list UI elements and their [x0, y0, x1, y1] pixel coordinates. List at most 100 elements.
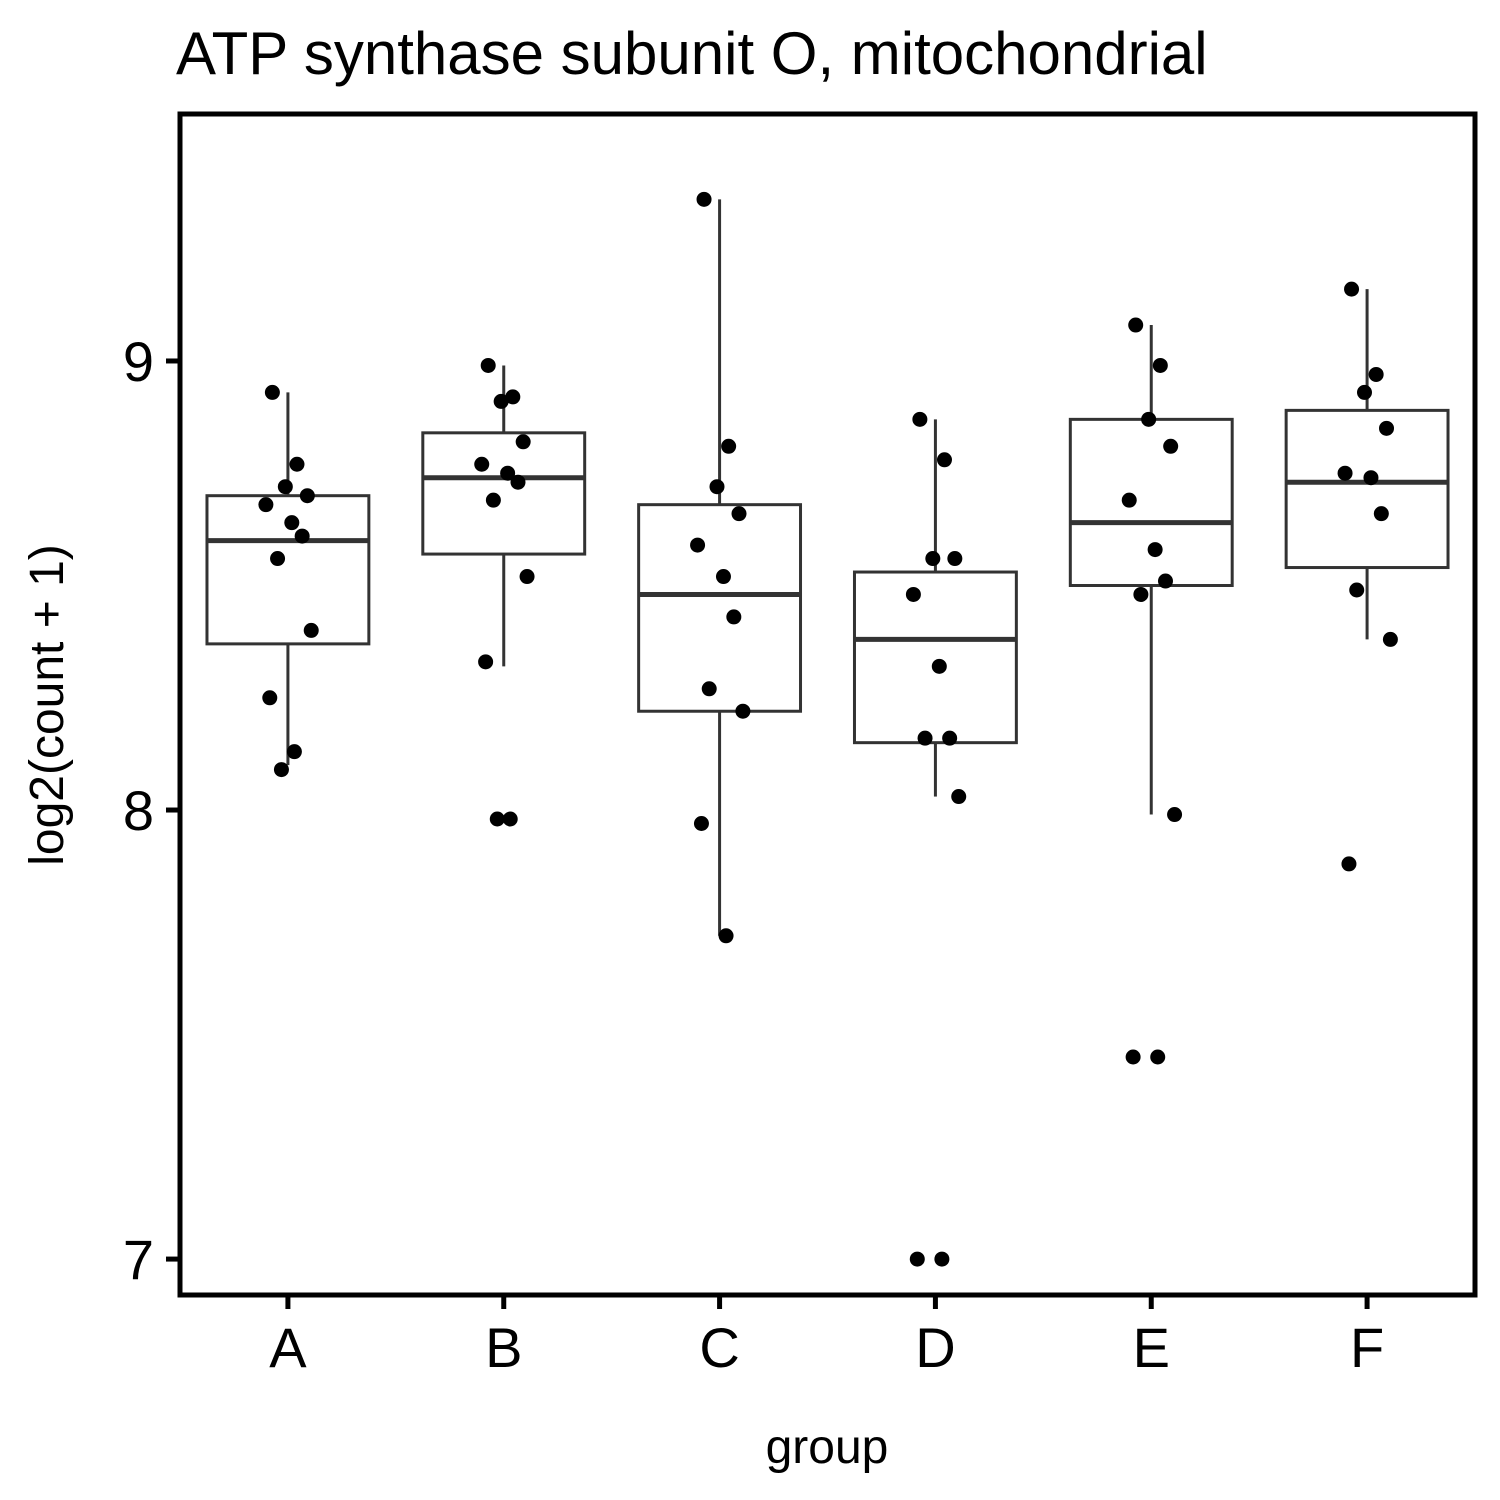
- data-point: [1141, 411, 1157, 427]
- data-point: [1125, 1049, 1141, 1065]
- data-point: [294, 528, 310, 544]
- data-point: [303, 622, 319, 638]
- data-point: [1368, 366, 1384, 382]
- box-group-D: [852, 419, 1018, 797]
- y-tick-label: 9: [123, 330, 154, 393]
- data-point: [480, 357, 496, 373]
- data-point: [947, 551, 963, 567]
- data-point: [299, 488, 315, 504]
- points-group-F: [1337, 281, 1398, 872]
- x-tick-label: C: [699, 1316, 739, 1379]
- data-point: [270, 551, 286, 567]
- data-point: [1152, 357, 1168, 373]
- data-point: [925, 551, 941, 567]
- data-point: [942, 730, 958, 746]
- data-point: [909, 1251, 925, 1267]
- data-point: [701, 681, 717, 697]
- points-group-D: [905, 411, 967, 1267]
- data-point: [515, 434, 531, 450]
- box-group-C: [637, 199, 803, 936]
- box-iqr: [421, 431, 587, 556]
- data-point: [936, 452, 952, 468]
- data-point: [690, 537, 706, 553]
- data-point: [262, 690, 278, 706]
- x-tick-label: F: [1350, 1316, 1384, 1379]
- box-group-E: [1068, 325, 1234, 815]
- points-group-C: [690, 191, 751, 944]
- data-point: [1363, 470, 1379, 486]
- data-point: [715, 569, 731, 585]
- x-axis-title: group: [766, 1421, 889, 1474]
- data-point: [1128, 317, 1144, 333]
- data-point: [721, 438, 737, 454]
- data-point: [485, 492, 501, 508]
- plot-content: [205, 191, 1450, 1267]
- data-point: [1341, 856, 1357, 872]
- data-point: [502, 811, 518, 827]
- data-point: [905, 586, 921, 602]
- data-point: [693, 815, 709, 831]
- box-group-A: [205, 392, 371, 766]
- data-point: [1337, 465, 1353, 481]
- points-group-B: [474, 357, 535, 827]
- data-point: [1382, 631, 1398, 647]
- data-point: [1147, 542, 1163, 558]
- y-axis: 7 8 9: [123, 330, 180, 1291]
- data-point: [277, 479, 293, 495]
- points-group-A: [258, 384, 319, 778]
- data-point: [731, 506, 747, 522]
- y-axis-title: log2(count + 1): [21, 544, 74, 866]
- data-point: [478, 654, 494, 670]
- x-axis: A B C D E F: [269, 1295, 1384, 1379]
- data-point: [500, 465, 516, 481]
- data-point: [912, 411, 928, 427]
- data-point: [1344, 281, 1360, 297]
- box-iqr: [1068, 417, 1234, 588]
- x-tick-label: D: [915, 1316, 955, 1379]
- data-point: [726, 609, 742, 625]
- data-point: [1157, 573, 1173, 589]
- data-point: [1133, 586, 1149, 602]
- x-tick-label: B: [485, 1316, 522, 1379]
- data-point: [286, 744, 302, 760]
- data-point: [1121, 492, 1137, 508]
- points-group-E: [1121, 317, 1183, 1065]
- data-point: [284, 515, 300, 531]
- data-point: [934, 1251, 950, 1267]
- data-point: [505, 389, 521, 405]
- x-tick-label: A: [269, 1316, 307, 1379]
- data-point: [519, 569, 535, 585]
- data-point: [258, 497, 274, 513]
- box-iqr: [637, 503, 803, 713]
- box-iqr: [1284, 408, 1450, 570]
- data-point: [474, 456, 490, 472]
- data-point: [489, 811, 505, 827]
- data-point: [1356, 384, 1372, 400]
- data-point: [951, 789, 967, 805]
- data-point: [917, 730, 933, 746]
- chart-title: ATP synthase subunit O, mitochondrial: [176, 20, 1208, 87]
- data-point: [931, 658, 947, 674]
- x-tick-label: E: [1133, 1316, 1170, 1379]
- data-point: [264, 384, 280, 400]
- data-point: [510, 474, 526, 490]
- y-tick-label: 8: [123, 779, 154, 842]
- data-point: [1167, 807, 1183, 823]
- data-point: [718, 928, 734, 944]
- data-point: [735, 703, 751, 719]
- data-point: [1349, 582, 1365, 598]
- data-point: [1150, 1049, 1166, 1065]
- box-group-F: [1284, 289, 1450, 640]
- data-point: [709, 479, 725, 495]
- data-point: [1379, 420, 1395, 436]
- data-point: [493, 393, 509, 409]
- data-point: [696, 191, 712, 207]
- y-tick-label: 7: [123, 1228, 154, 1291]
- data-point: [289, 456, 305, 472]
- box-group-B: [421, 365, 587, 667]
- data-point: [273, 762, 289, 778]
- data-point: [1373, 506, 1389, 522]
- box-iqr: [852, 570, 1018, 745]
- panel-border: [177, 111, 1478, 1298]
